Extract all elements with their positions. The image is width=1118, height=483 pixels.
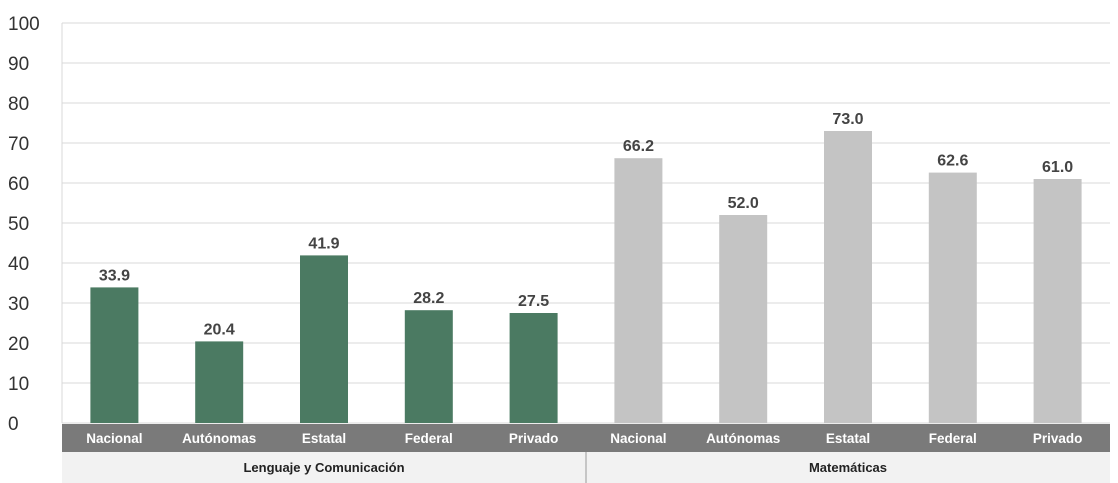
category-label: Estatal (302, 431, 346, 446)
bars (90, 131, 1082, 423)
y-tick-label: 60 (8, 174, 29, 195)
category-band (62, 424, 1110, 452)
category-label: Nacional (86, 431, 142, 446)
category-label: Nacional (610, 431, 666, 446)
y-tick-label: 0 (8, 414, 19, 435)
category-axis: Nacional Autónomas Estatal Federal Privado Na… (62, 424, 1110, 452)
y-tick-label: 100 (8, 14, 40, 35)
y-tick-label: 40 (8, 254, 29, 275)
bar (404, 310, 453, 423)
bar-value-label: 66.2 (623, 138, 654, 155)
y-axis-ticks: 0 10 20 30 40 50 60 70 80 90 100 (8, 14, 40, 435)
y-tick-label: 70 (8, 134, 29, 155)
category-label: Privado (1033, 431, 1083, 446)
group-axis: Lenguaje y Comunicación Matemáticas (62, 452, 1110, 483)
category-label: Federal (405, 431, 453, 446)
bar (509, 313, 558, 423)
category-label: Federal (929, 431, 977, 446)
bar (928, 172, 977, 423)
bar (719, 215, 768, 423)
bar-value-label: 27.5 (518, 293, 549, 310)
group-band (62, 452, 586, 483)
category-label: Privado (509, 431, 559, 446)
bar-value-label: 33.9 (99, 267, 130, 284)
bar (300, 255, 348, 423)
bar-value-label: 62.6 (937, 153, 968, 170)
group-band (586, 452, 1110, 483)
y-tick-label: 30 (8, 294, 29, 315)
bar (1033, 179, 1082, 423)
bar-value-label: 28.2 (413, 290, 444, 307)
bar-value-label: 41.9 (308, 235, 339, 252)
bar-value-label: 61.0 (1042, 159, 1073, 176)
bar-value-label: 73.0 (832, 111, 863, 128)
y-tick-label: 80 (8, 94, 29, 115)
y-tick-label: 20 (8, 334, 29, 355)
bar (824, 131, 872, 423)
value-labels: 33.9 20.4 41.9 28.2 27.5 66.2 52.0 73.0 62.6 61.0 (99, 111, 1073, 338)
category-label: Estatal (826, 431, 870, 446)
bar (90, 287, 139, 423)
bar (195, 341, 244, 423)
category-label: Autónomas (182, 431, 256, 446)
y-tick-label: 10 (8, 374, 29, 395)
bar-value-label: 20.4 (204, 321, 235, 338)
group-label: Lenguaje y Comunicación (243, 460, 404, 475)
bar (614, 158, 663, 423)
bar-value-label: 52.0 (728, 195, 759, 212)
y-tick-label: 90 (8, 54, 29, 75)
y-tick-label: 50 (8, 214, 29, 235)
group-label: Matemáticas (809, 460, 887, 475)
category-label: Autónomas (706, 431, 780, 446)
